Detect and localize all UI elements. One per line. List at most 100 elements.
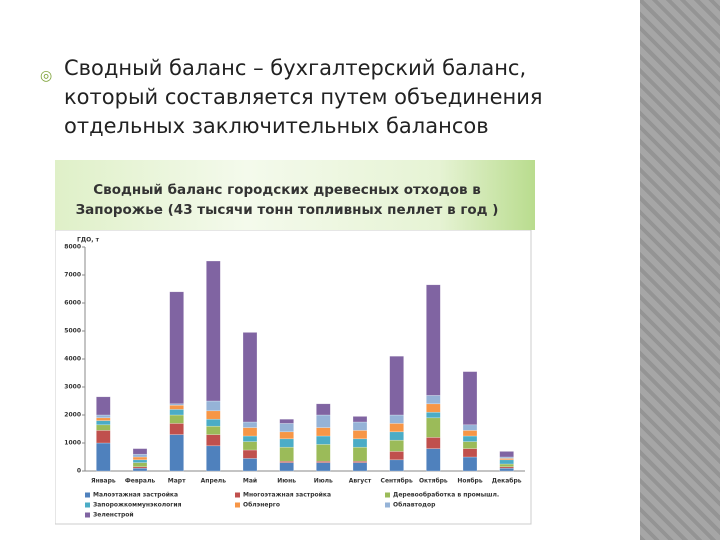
y-tick-label: 0 [77,468,81,475]
bullet-icon: ◎ [40,68,53,84]
bar-segment [206,400,221,412]
bar-segment [316,427,331,437]
bar-segment [316,414,331,428]
y-tick-label: 7000 [64,272,81,279]
bar-segment [279,446,294,462]
bar-segment [242,435,258,442]
bar-segment [96,430,111,444]
bar-segment [499,459,514,465]
bar-segment [426,437,441,449]
bar-segment [426,411,441,419]
bar-segment [96,396,111,416]
legend-swatch [385,502,390,508]
bar-segment [96,424,111,431]
x-tick-label: Сентябрь [381,478,413,485]
bar-segment [462,441,478,449]
bar-segment [96,417,111,421]
y-tick-label: 2000 [64,412,81,419]
chart-frame [55,230,532,525]
bar-segment [462,448,478,458]
x-tick-label: Декабрь [492,478,522,485]
y-tick-label: 5000 [64,328,81,335]
bar-segment [389,355,404,416]
bar-segment [96,420,111,426]
bar-segment [206,445,221,472]
bar-segment [242,449,258,459]
bar-segment [316,444,331,462]
bar-segment [426,284,441,396]
bar-segment [279,438,294,448]
bar-segment [426,417,441,438]
bar-segment [499,467,514,472]
chart-title: Сводный баланс городских древесных отход… [75,182,499,218]
chart: ГДО, т 0 1000 2000 3000 4000 5000 6000 7000 8000… [55,230,532,525]
bar-segment [206,260,221,402]
bar-segment [96,442,111,472]
legend-swatch [85,492,90,498]
x-tick-label: Октябрь [419,478,448,485]
bar-segment [462,371,478,426]
bar-segment [352,446,368,462]
bar-segment [352,421,368,431]
bar-segment [132,448,148,455]
legend-label: Многоэтажная застройка [243,492,331,499]
bar-segment [462,424,478,431]
bar-segment [279,418,294,424]
legend-swatch [235,492,240,498]
bar-segment [316,403,331,416]
legend-label: Облавтодор [393,502,436,509]
x-tick-label: Ноябрь [457,478,482,485]
bar-segment [279,431,294,440]
bar-segment [352,430,368,440]
bar-segment [206,434,221,447]
bar-segment [96,414,111,419]
x-tick-label: Май [243,478,257,485]
bar-segment [242,427,258,437]
bar-segment [169,409,184,416]
bar-segment [206,410,221,420]
bar-segment [242,441,258,451]
bar-segment [389,423,404,433]
legend-label: Зеленстрой [93,512,134,519]
bar-segment [389,439,404,452]
bar-segment [316,435,331,445]
y-tick-label: 8000 [64,244,81,251]
bar-segment [316,462,331,472]
legend-swatch [85,502,90,508]
bar-segment [389,431,404,441]
legend-swatch [85,512,90,518]
bar-segment [499,463,514,468]
bar-segment [389,459,404,472]
x-tick-label: Март [168,478,186,485]
bar-segment [169,434,184,472]
legend-label: Облэнерго [243,502,280,509]
x-tick-label: Апрель [201,478,227,485]
bar-segment [426,403,441,413]
legend-swatch [235,502,240,508]
x-tick-label: Июнь [277,478,296,485]
bar-segment [206,418,221,427]
y-tick-label: 6000 [64,300,81,307]
bar-segment [206,425,221,435]
bar-segment [169,404,184,410]
y-tick-label: 4000 [64,356,81,363]
bar-segment [389,414,404,424]
bar-segment [426,395,441,405]
x-tick-label: Январь [91,478,116,485]
bar-segment [279,462,294,472]
bar-segment [169,291,184,405]
bullet-text: Сводный баланс – бухгалтерский баланс, к… [64,56,543,138]
bar-segment [462,435,478,442]
legend-label: Запорожкоммунэкология [93,502,182,509]
bar-segment [352,416,368,423]
bar-segment [132,453,148,458]
bar-segment [352,462,368,472]
chart-header: Сводный баланс городских древесных отход… [55,160,535,230]
bar-segment [352,438,368,448]
y-tick-label: 3000 [64,384,81,391]
x-tick-label: Июль [314,478,333,485]
bar-segment [132,459,148,463]
bar-segment [462,430,478,437]
legend-label: Малоэтажная застройка [93,492,178,499]
